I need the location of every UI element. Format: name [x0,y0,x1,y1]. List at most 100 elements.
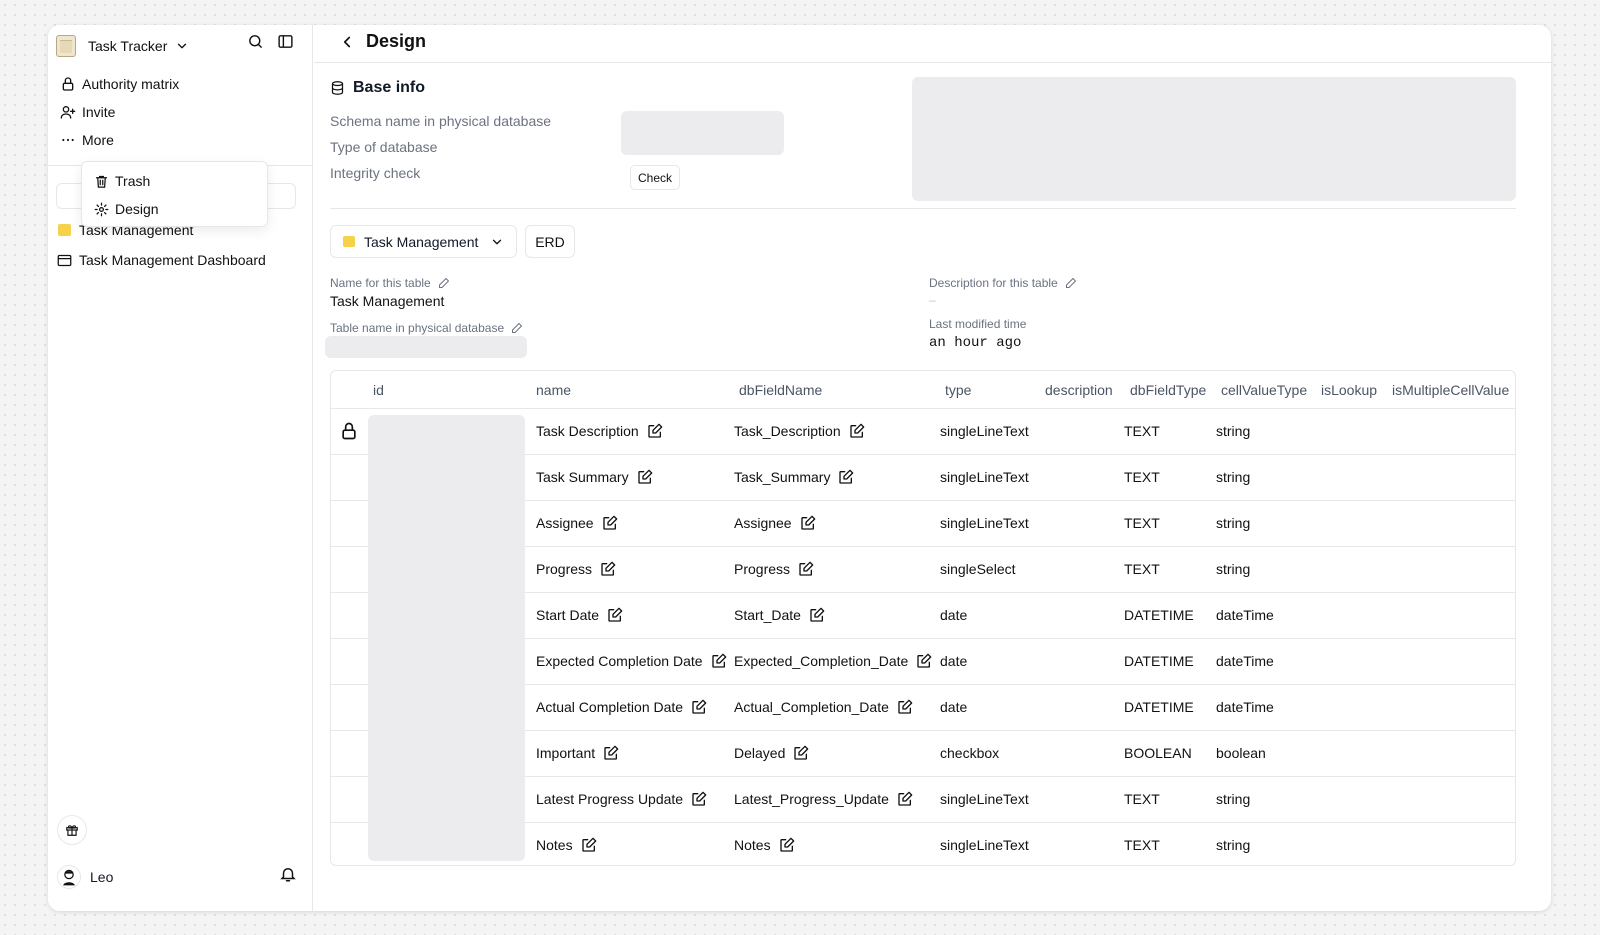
column-header-name: name [536,382,572,398]
edit-icon[interactable] [581,837,597,853]
table-description-label: Description for this table [929,276,1077,290]
column-header-id: id [373,382,384,398]
page-header: Design [314,25,1551,63]
id-column-placeholder [368,415,525,861]
edit-icon[interactable] [838,469,854,485]
nav-invite[interactable]: Invite [60,99,115,125]
nav-label: Authority matrix [82,76,180,92]
edit-icon[interactable] [647,423,663,439]
column-header-dbfieldtype: dbFieldType [1130,382,1207,398]
table-select[interactable]: Task Management [330,225,517,258]
nav-label: Invite [82,104,116,120]
edit-icon[interactable] [916,653,932,669]
erd-button[interactable]: ERD [525,225,575,258]
physical-table-name-label: Table name in physical database [330,321,523,335]
db-type-label: Type of database [330,139,438,155]
field-name-cell: Actual Completion Date [536,699,707,715]
nav-authority-matrix[interactable]: Authority matrix [60,71,179,97]
base-info-panel-placeholder [912,77,1516,201]
field-type-cell: date [940,653,968,669]
trash-icon [95,175,108,188]
table-description-value: – [929,293,936,307]
edit-icon[interactable] [603,745,619,761]
physical-table-name-placeholder [325,336,527,358]
user-profile[interactable]: Leo [57,863,297,891]
field-name-cell: Task Summary [536,469,653,485]
edit-icon[interactable] [779,837,795,853]
table-header: id name dbFieldName type description dbF… [331,371,1515,409]
chevron-left-icon[interactable] [338,33,356,54]
edit-icon[interactable] [800,515,816,531]
field-type-cell: checkbox [940,745,1000,761]
table-item-task-management-dashboard[interactable]: Task Management Dashboard [56,248,266,272]
edit-icon[interactable] [798,561,814,577]
table-row: Task Summary Task_Summary singleLineText TE… [331,455,1515,501]
table-select-value: Task Management [364,233,479,250]
edit-icon[interactable] [897,791,913,807]
column-header-description: description [1045,382,1113,398]
workspace-name: Task Tracker [88,38,168,54]
menu-item-trash[interactable]: Trash [94,169,150,193]
table-item-label: Task Management Dashboard [79,252,266,268]
schema-value-placeholder [621,111,784,155]
field-type-cell: singleSelect [940,561,1016,577]
field-name: Task Description [536,423,639,439]
field-name-cell: Latest Progress Update [536,791,707,807]
pencil-icon[interactable] [511,322,523,334]
edit-icon[interactable] [897,699,913,715]
menu-item-design[interactable]: Design [94,197,159,221]
table-row: Notes Notes singleLineText TEXT string [331,823,1515,865]
db-field-name-cell: Delayed [734,745,809,761]
workspace-switcher[interactable]: Task Tracker [56,30,189,62]
check-button[interactable]: Check [630,165,680,190]
field-name-cell: Task Description [536,423,663,439]
cell-value-type-cell: string [1216,423,1251,439]
chevron-down-icon [490,235,504,252]
edit-icon[interactable] [849,423,865,439]
column-header-dbfieldname: dbFieldName [739,382,823,398]
field-type-cell: singleLineText [940,423,1029,439]
dashboard-icon [56,254,72,267]
database-icon [331,81,344,95]
edit-icon[interactable] [711,653,727,669]
cell-value-type-cell: dateTime [1216,607,1274,623]
pencil-icon[interactable] [1065,277,1077,289]
edit-icon[interactable] [809,607,825,623]
db-field-name-cell: Task_Description [734,423,865,439]
divider [330,208,1516,209]
db-field-name-cell: Start_Date [734,607,825,623]
gear-icon [94,202,109,216]
edit-icon[interactable] [607,607,623,623]
avatar [57,865,81,889]
pencil-icon[interactable] [438,277,450,289]
db-field-type-cell: TEXT [1124,791,1160,807]
column-header-ismultiplecellvalue: isMultipleCellValue [1392,382,1510,398]
edit-icon[interactable] [793,745,809,761]
edit-icon[interactable] [691,791,707,807]
physical-table-name-label-text: Table name in physical database [330,321,505,335]
edit-icon[interactable] [602,515,618,531]
field-type-cell: singleLineText [940,515,1029,531]
chevron-down-icon [175,39,189,53]
sidebar-toggle-icon[interactable] [277,33,294,50]
edit-icon[interactable] [691,699,707,715]
user-name: Leo [90,869,114,885]
db-field-name: Start_Date [734,607,801,623]
field-type-cell: date [940,699,968,715]
db-field-name: Expected_Completion_Date [734,653,909,669]
field-name: Expected Completion Date [536,653,703,669]
cell-value-type-cell: string [1216,561,1251,577]
gift-button[interactable] [57,815,87,845]
cell-value-type-cell: string [1216,791,1251,807]
bell-icon[interactable] [279,865,297,886]
search-icon[interactable] [247,33,264,50]
main-content: Design Base info Schema name in physical… [314,25,1551,911]
folder-icon [343,236,355,247]
db-field-name: Notes [734,837,771,853]
edit-icon[interactable] [637,469,653,485]
column-header-cellvaluetype: cellValueType [1221,382,1308,398]
db-field-name: Task_Description [734,423,841,439]
field-name: Latest Progress Update [536,791,684,807]
edit-icon[interactable] [600,561,616,577]
nav-more[interactable]: More [60,127,114,153]
